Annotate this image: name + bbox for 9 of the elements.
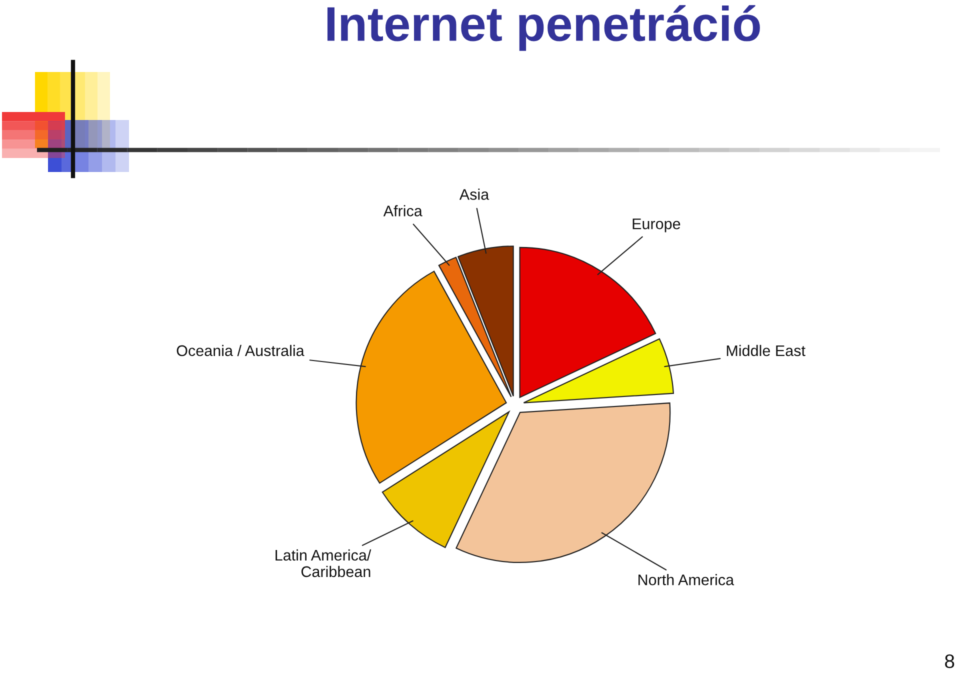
slice-label: Europe: [632, 218, 680, 232]
slice-label: Africa: [383, 205, 422, 216]
chart-title: Internet penetráció: [327, 5, 760, 51]
slice-label: North America: [638, 574, 734, 586]
slice-label: Oceania / Australia: [176, 344, 304, 356]
slice-label: Latin America/ Caribbean: [276, 549, 372, 578]
slice-label: Asia: [459, 188, 490, 200]
slice-label: Middle East: [726, 344, 806, 356]
text: 8: [945, 654, 954, 668]
